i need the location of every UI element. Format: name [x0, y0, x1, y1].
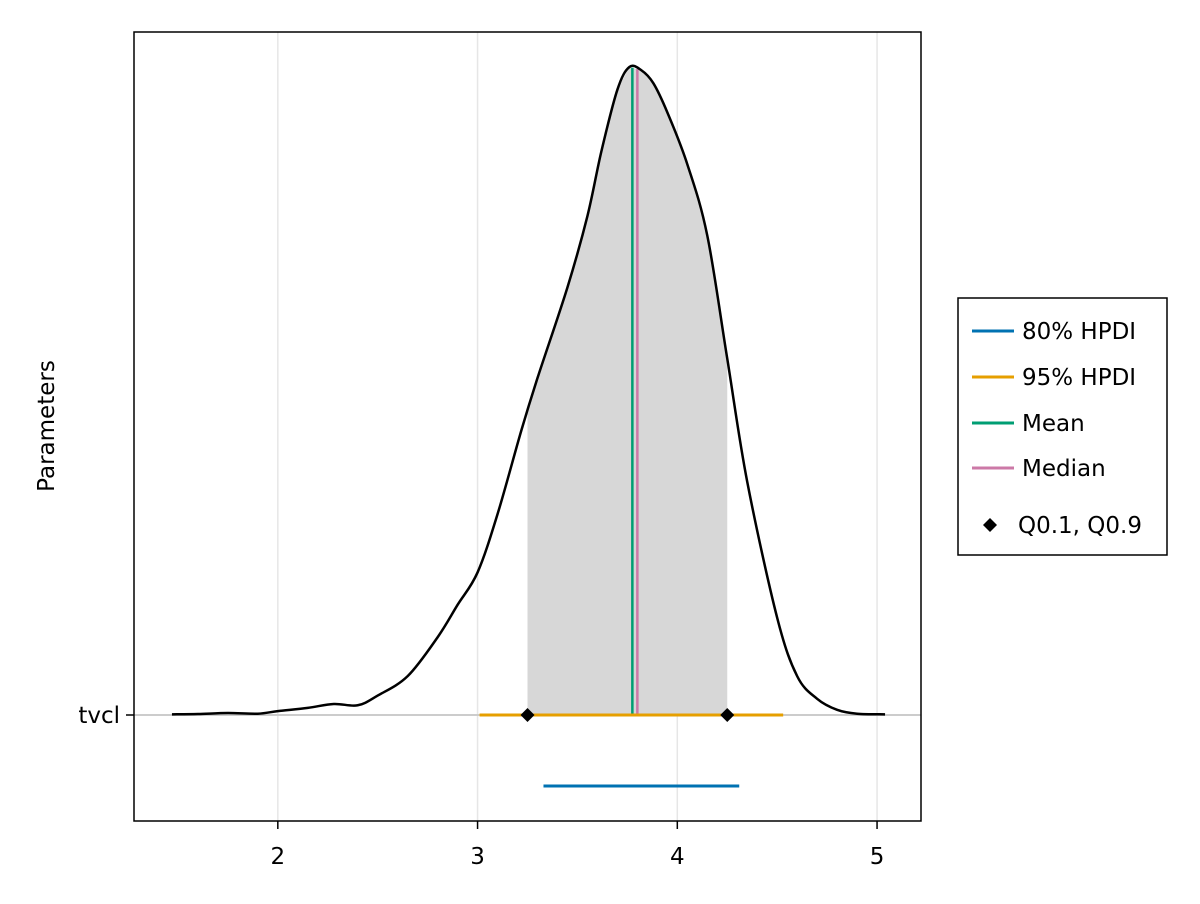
legend-label: Q0.1, Q0.9 [1018, 513, 1142, 539]
quantile-marker [520, 708, 535, 722]
legend-label: 80% HPDI [1022, 319, 1136, 345]
x-tick-label: 2 [270, 844, 285, 870]
density-curve [171, 64, 886, 716]
y-axis-label: Parameters [34, 360, 60, 492]
legend-swatch-diamond [983, 518, 997, 532]
x-tick-label: 5 [870, 844, 885, 870]
legend-box [957, 297, 1168, 556]
x-tick-label: 3 [470, 844, 485, 870]
legend-label: Mean [1022, 411, 1085, 437]
data-layer [171, 64, 886, 788]
legend-label: 95% HPDI [1022, 365, 1136, 391]
density-shaded-region [527, 67, 728, 715]
plot-frame [133, 31, 922, 822]
legend-label: Median [1022, 456, 1106, 482]
quantile-marker [720, 708, 735, 722]
axis-layer: 2 3 4 5 tvcl [78, 703, 884, 870]
y-tick-label: tvcl [78, 703, 120, 729]
legend: 80% HPDI 95% HPDI Mean Median Q0.1, Q0.9 [957, 297, 1168, 556]
x-tick-label: 4 [670, 844, 685, 870]
